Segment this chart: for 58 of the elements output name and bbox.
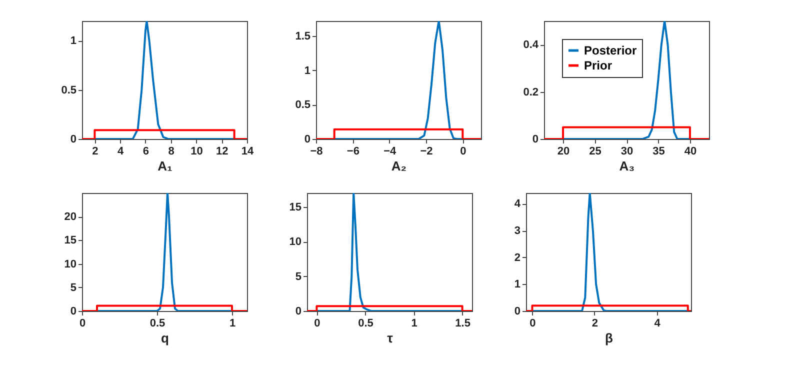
x-tick-label: 0 [79, 318, 86, 330]
x-tick-label: −2 [420, 146, 433, 158]
y-tick-label: 1 [70, 35, 76, 48]
x-axis-title: A₁ [158, 158, 172, 174]
y-tick-label: 15 [64, 234, 76, 247]
x-tick-label: 12 [216, 146, 228, 158]
x-tick-label: 2 [592, 318, 598, 330]
x-tick-label: −8 [310, 146, 323, 158]
x-tick-label: 0 [314, 318, 320, 330]
y-tick-label: 1 [514, 278, 520, 291]
x-tick-label: 2 [92, 146, 98, 158]
y-tick-label: 1 [304, 64, 310, 77]
y-tick-label: 0.5 [61, 84, 76, 96]
y-tick-label: 10 [64, 258, 76, 270]
x-tick-label: −6 [346, 146, 360, 158]
y-tick-label: 0 [532, 134, 538, 146]
y-tick-label: 5 [70, 282, 76, 294]
y-tick-label: 0 [70, 134, 76, 146]
y-tick-label: 3 [514, 225, 520, 238]
x-tick-label: 40 [684, 146, 697, 158]
x-tick-label: 0.5 [150, 318, 166, 330]
y-tick-label: 0.2 [523, 86, 538, 98]
x-tick-label: 35 [652, 146, 665, 158]
x-tick-label: 20 [557, 146, 570, 158]
legend-label: Prior [584, 58, 612, 72]
x-tick-label: 8 [168, 146, 174, 158]
x-tick-label: 10 [190, 146, 203, 158]
x-tick-label: 4 [118, 146, 125, 158]
x-tick-label: 25 [589, 146, 602, 158]
y-tick-label: 0.4 [523, 39, 540, 52]
y-tick-label: 0 [304, 134, 310, 146]
legend-label: Posterior [584, 44, 638, 58]
x-tick-label: 4 [654, 318, 662, 330]
x-tick-label: 14 [241, 146, 254, 158]
x-tick-label: 1 [411, 318, 418, 330]
y-tick-label: 1.5 [295, 30, 310, 43]
x-axis-title: A₃ [619, 158, 635, 174]
x-axis-title: τ [387, 330, 394, 346]
x-tick-label: 1.5 [455, 318, 470, 330]
x-axis-title: A₂ [391, 158, 407, 174]
y-tick-label: 0.5 [295, 99, 310, 112]
y-tick-label: 4 [514, 198, 522, 210]
x-axis-title: q [161, 330, 170, 346]
y-tick-label: 10 [289, 236, 302, 248]
x-axis-title: β [605, 330, 614, 346]
y-tick-label: 2 [514, 252, 520, 264]
y-tick-label: 20 [64, 211, 76, 224]
y-tick-label: 0 [70, 306, 76, 318]
x-tick-label: −4 [384, 146, 397, 158]
y-tick-label: 5 [295, 270, 302, 283]
x-tick-label: 0.5 [358, 318, 374, 330]
x-tick-label: 30 [620, 146, 634, 158]
y-tick-label: 0 [514, 306, 520, 318]
x-tick-label: 1 [229, 318, 236, 330]
x-tick-label: 6 [142, 146, 150, 158]
y-tick-label: 15 [289, 201, 302, 214]
x-tick-label: 0 [460, 146, 466, 158]
y-tick-label: 0 [295, 306, 302, 318]
